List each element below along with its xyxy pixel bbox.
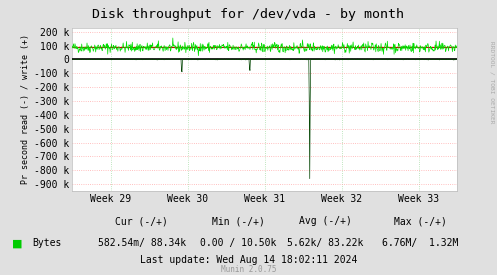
Y-axis label: Pr second read (-) / write (+): Pr second read (-) / write (+) <box>21 34 30 184</box>
Text: RRDTOOL / TOBI OETIKER: RRDTOOL / TOBI OETIKER <box>490 41 495 124</box>
Text: 6.76M/  1.32M: 6.76M/ 1.32M <box>382 238 458 248</box>
Text: Min (-/+): Min (-/+) <box>212 216 265 226</box>
Text: 582.54m/ 88.34k: 582.54m/ 88.34k <box>97 238 186 248</box>
Text: Avg (-/+): Avg (-/+) <box>299 216 352 226</box>
Text: Bytes: Bytes <box>32 238 62 248</box>
Text: Disk throughput for /dev/vda - by month: Disk throughput for /dev/vda - by month <box>92 8 405 21</box>
Text: Last update: Wed Aug 14 18:02:11 2024: Last update: Wed Aug 14 18:02:11 2024 <box>140 255 357 265</box>
Text: 5.62k/ 83.22k: 5.62k/ 83.22k <box>287 238 364 248</box>
Text: ■: ■ <box>12 238 23 248</box>
Text: Cur (-/+): Cur (-/+) <box>115 216 168 226</box>
Text: 0.00 / 10.50k: 0.00 / 10.50k <box>200 238 277 248</box>
Text: Max (-/+): Max (-/+) <box>394 216 446 226</box>
Text: Munin 2.0.75: Munin 2.0.75 <box>221 265 276 274</box>
